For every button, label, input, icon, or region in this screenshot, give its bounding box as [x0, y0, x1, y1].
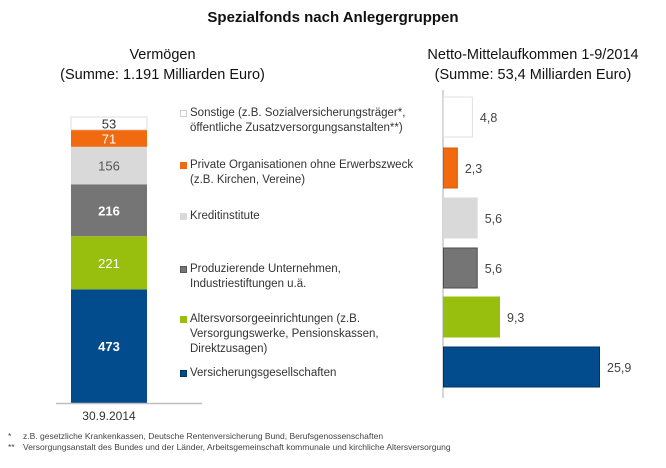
legend-swatch — [180, 162, 187, 169]
stacked-segment-3 — [71, 146, 147, 185]
stacked-segment-4 — [71, 129, 147, 147]
stacked-segment-label: 221 — [98, 256, 120, 271]
hbar-value-label: 2,3 — [465, 162, 482, 176]
hbar-0 — [443, 96, 473, 138]
footnote-text: Versorgungsanstalt des Bundes und der Lä… — [23, 442, 451, 452]
footnote-marker: * — [8, 431, 12, 441]
legend-swatch — [180, 316, 187, 323]
hbar-value-label: 4,8 — [480, 111, 497, 125]
legend-label: Kreditinstitute — [190, 210, 260, 222]
hbar-value-label: 25,9 — [607, 361, 631, 375]
hbar-4 — [443, 296, 501, 338]
left-chart-subtitle: Vermögen (Summe: 1.191 Milliarden Euro) — [40, 45, 285, 85]
legend-label: Sonstige (z.B. Sozialversicherungsträger… — [190, 107, 406, 134]
legend-swatch — [180, 110, 187, 117]
stacked-segment-label: 216 — [98, 203, 120, 218]
stacked-segment-label: 71 — [102, 131, 116, 146]
stacked-segment-1 — [71, 236, 147, 290]
footnote-text: z.B. gesetzliche Krankenkassen, Deutsche… — [23, 431, 384, 441]
right-subtitle-line-1: Netto-Mittelaufkommen 1-9/2014 — [427, 47, 639, 63]
right-chart-subtitle: Netto-Mittelaufkommen 1-9/2014 (Summe: 5… — [400, 45, 666, 85]
stacked-segment-5 — [70, 116, 148, 131]
footnote-marker: ** — [8, 442, 15, 452]
hbar-value-label: 5,6 — [485, 262, 502, 276]
left-subtitle-line-2: (Summe: 1.191 Milliarden Euro) — [60, 67, 265, 83]
right-subtitle-line-2: (Summe: 53,4 Milliarden Euro) — [434, 67, 632, 83]
stacked-segment-2 — [71, 184, 147, 237]
stacked-segment-label: 156 — [98, 159, 120, 174]
hbar-2 — [443, 197, 478, 239]
legend-swatch — [180, 213, 187, 220]
legend-label: Private Organisationen ohne Erwerbszweck… — [190, 159, 414, 186]
legend-label: Produzierende Unternehmen, Industriestif… — [190, 263, 341, 290]
hbar-value-label: 9,3 — [507, 311, 524, 325]
chart-title: Spezialfonds nach Anlegergruppen — [207, 9, 459, 26]
x-tick-label: 30.9.2014 — [82, 409, 136, 423]
hbar-value-label: 5,6 — [485, 212, 502, 226]
legend-swatch — [180, 266, 187, 273]
stacked-segment-0 — [71, 289, 147, 403]
hbar-1 — [443, 147, 458, 189]
legend-swatch — [180, 370, 187, 377]
stacked-segment-label: 473 — [98, 339, 120, 354]
legend-label: Altersvorsorgeeinrichtungen (z.B. Versor… — [190, 313, 379, 355]
left-subtitle-line-1: Vermögen — [129, 47, 196, 63]
stacked-segment-label: 53 — [102, 116, 116, 131]
legend-label: Versicherungsgesellschaften — [190, 367, 337, 379]
hbar-3 — [443, 247, 478, 289]
hbar-5 — [443, 346, 600, 388]
